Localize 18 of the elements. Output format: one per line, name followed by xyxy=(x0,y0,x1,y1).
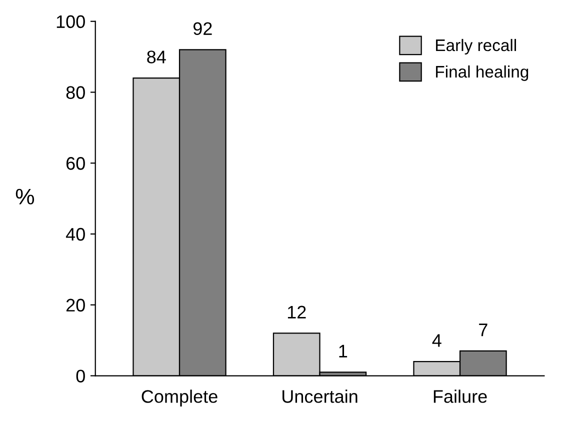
y-tick-label: 100 xyxy=(56,15,85,28)
legend-label: Early recall xyxy=(436,38,516,54)
y-tick-label: 20 xyxy=(66,298,85,312)
x-tick-label: Uncertain xyxy=(282,390,358,403)
data-label: 4 xyxy=(432,334,442,347)
y-tick-label: 80 xyxy=(66,86,85,99)
data-label: 1 xyxy=(339,344,348,358)
data-label: 12 xyxy=(288,306,306,318)
x-tick-label: Complete xyxy=(142,390,218,406)
y-axis-title: % xyxy=(16,188,34,204)
data-label: 84 xyxy=(147,50,166,64)
data-label: 7 xyxy=(479,324,488,336)
y-tick-label: 40 xyxy=(66,228,85,241)
x-tick-label: Failure xyxy=(434,390,487,403)
y-tick-label: 0 xyxy=(76,370,85,382)
legend-label: Final healing xyxy=(436,65,528,81)
data-label: 92 xyxy=(193,22,212,36)
y-tick-label: 60 xyxy=(66,157,85,170)
